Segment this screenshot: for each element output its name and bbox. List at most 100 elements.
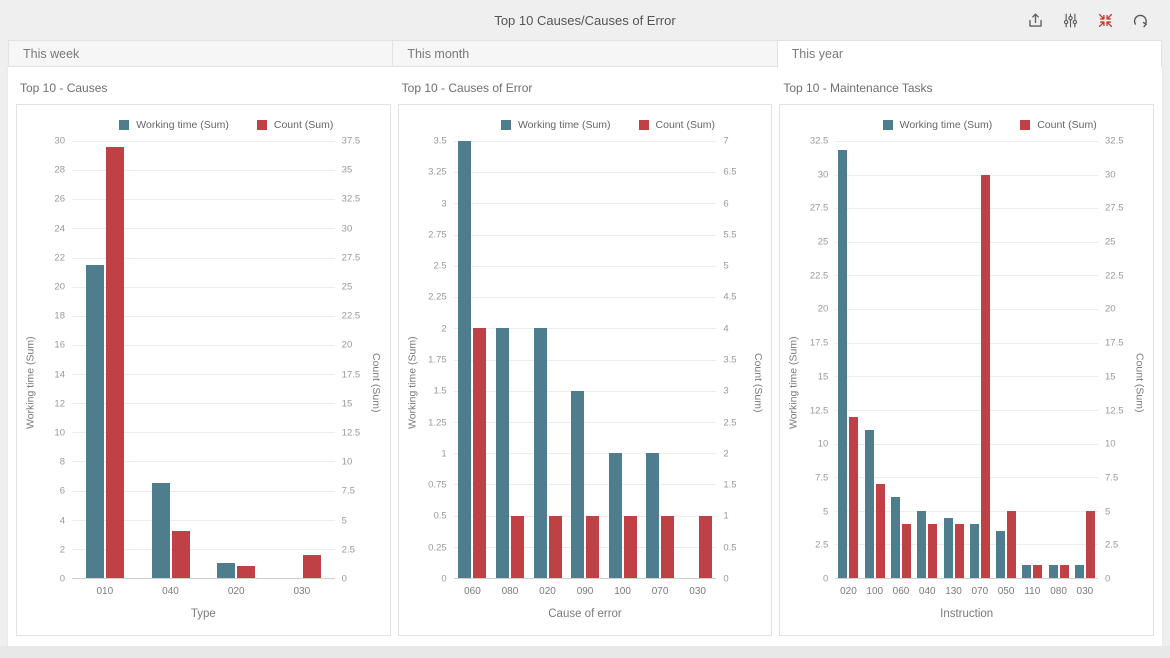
legend-label: Count (Sum) [655,119,716,131]
gridline [835,141,1099,142]
gridline [453,421,717,423]
bar-working-080[interactable] [495,328,509,578]
bar-working-060[interactable] [891,497,900,578]
x-category-label: 050 [997,586,1015,597]
category-slot [566,141,604,578]
left-tick-label: 24 [54,223,65,235]
category-slot [604,141,642,578]
plot-area [453,141,717,579]
bar-working-130[interactable] [943,517,953,578]
bar-working-020[interactable] [533,328,547,578]
bar-count-040[interactable] [171,531,190,578]
legend-item[interactable]: Working time (Sum) [882,119,993,131]
right-tick-label: 1 [723,510,729,522]
legend-item[interactable]: Working time (Sum) [500,119,611,131]
bar-count-130[interactable] [954,524,964,578]
bar-count-050[interactable] [1007,510,1017,578]
x-category-label: 080 [1050,586,1067,597]
left-tick-label: 32.5 [809,135,829,147]
right-axis-title: Count (Sum) [370,353,383,413]
bar-count-030[interactable] [1085,510,1095,578]
chart-legend: Working time (Sum) Count (Sum) [786,111,1147,141]
gridline [453,515,717,517]
bar-count-060[interactable] [902,524,911,578]
bar-count-030[interactable] [698,515,712,578]
left-tick-label: 30 [817,169,829,181]
bar-working-060[interactable] [458,141,472,578]
left-axis-title: Working time (Sum) [787,336,800,430]
x-category-label: 090 [576,586,594,597]
left-axis-title: Working time (Sum) [406,336,419,430]
bar-working-010[interactable] [85,264,104,578]
tab-this-month[interactable]: This month [392,40,777,67]
right-tick-label: 0 [1105,573,1111,585]
gridline [835,174,1099,176]
left-tick-label: 0.5 [433,510,447,522]
bar-count-030[interactable] [302,554,321,578]
x-category-label: 020 [539,586,556,597]
bar-count-040[interactable] [928,524,938,578]
category-slot [1072,141,1098,578]
legend-item[interactable]: Count (Sum) [1020,119,1097,131]
bar-working-070[interactable] [969,524,979,578]
gridline [72,374,335,376]
legend-item[interactable]: Count (Sum) [638,119,716,131]
bar-working-030[interactable] [1074,564,1084,578]
filter-settings-icon[interactable] [1060,10,1080,30]
gridline [453,359,717,361]
left-tick-label: 0 [59,573,65,585]
redo-icon[interactable] [1130,10,1150,30]
horizontal-scrollbar-track[interactable] [0,646,1170,658]
bar-count-020[interactable] [548,515,562,578]
bar-working-070[interactable] [646,453,660,578]
collapse-icon[interactable] [1095,10,1115,30]
bar-count-010[interactable] [105,146,124,578]
bar-count-020[interactable] [849,416,859,578]
right-tick-label: 17.5 [341,369,361,381]
bar-working-040[interactable] [917,510,927,578]
left-axis-ticks: 32.5 30 27.5 25 22.5 20 17.5 15 12.5 10 7.5 5 2.5 0 [801,136,835,585]
bar-count-110[interactable] [1033,564,1043,578]
bar-working-080[interactable] [1048,564,1058,578]
legend-label: Working time (Sum) [899,119,993,131]
left-axis-ticks: 3.5 3.25 3 2.75 2.5 2.25 2 1.75 1.5 1.25 1 0.75 0.5 0… [420,136,454,585]
bar-count-090[interactable] [586,515,600,578]
right-tick-label: 0 [341,573,347,585]
bar-working-050[interactable] [996,530,1006,578]
bar-count-070[interactable] [661,515,675,578]
bar-count-100[interactable] [875,483,885,578]
category-slot [269,141,335,578]
bar-working-020[interactable] [217,563,236,578]
left-tick-label: 6 [59,485,65,497]
left-tick-label: 3 [441,198,447,210]
left-tick-label: 30 [54,135,65,147]
right-tick-label: 20 [341,339,353,351]
bar-working-020[interactable] [838,150,848,578]
bar-working-100[interactable] [864,430,874,578]
count-swatch [256,120,267,130]
x-category-label: 100 [866,586,884,597]
bar-count-070[interactable] [980,174,990,578]
bar-count-100[interactable] [623,515,637,578]
right-tick-label: 7 [723,135,729,147]
tab-this-week[interactable]: This week [8,40,393,67]
bar-working-040[interactable] [151,483,170,578]
bar-count-080[interactable] [1059,564,1069,578]
right-tick-label: 25 [341,281,353,293]
legend-item[interactable]: Working time (Sum) [119,119,229,131]
x-category-label: 020 [840,586,857,597]
export-icon[interactable] [1025,10,1045,30]
gridline [835,409,1099,411]
bar-count-060[interactable] [473,328,487,578]
right-axis-title: Count (Sum) [751,353,764,413]
bar-count-080[interactable] [510,515,524,578]
bar-count-020[interactable] [237,566,256,578]
right-tick-label: 37.5 [341,135,361,147]
legend-item[interactable]: Count (Sum) [256,119,333,131]
bar-working-110[interactable] [1022,564,1032,578]
bar-working-090[interactable] [571,390,585,578]
left-tick-label: 2.25 [428,291,447,303]
bar-working-100[interactable] [608,453,622,578]
gridline [453,328,717,330]
tab-this-year[interactable]: This year [776,40,1162,68]
